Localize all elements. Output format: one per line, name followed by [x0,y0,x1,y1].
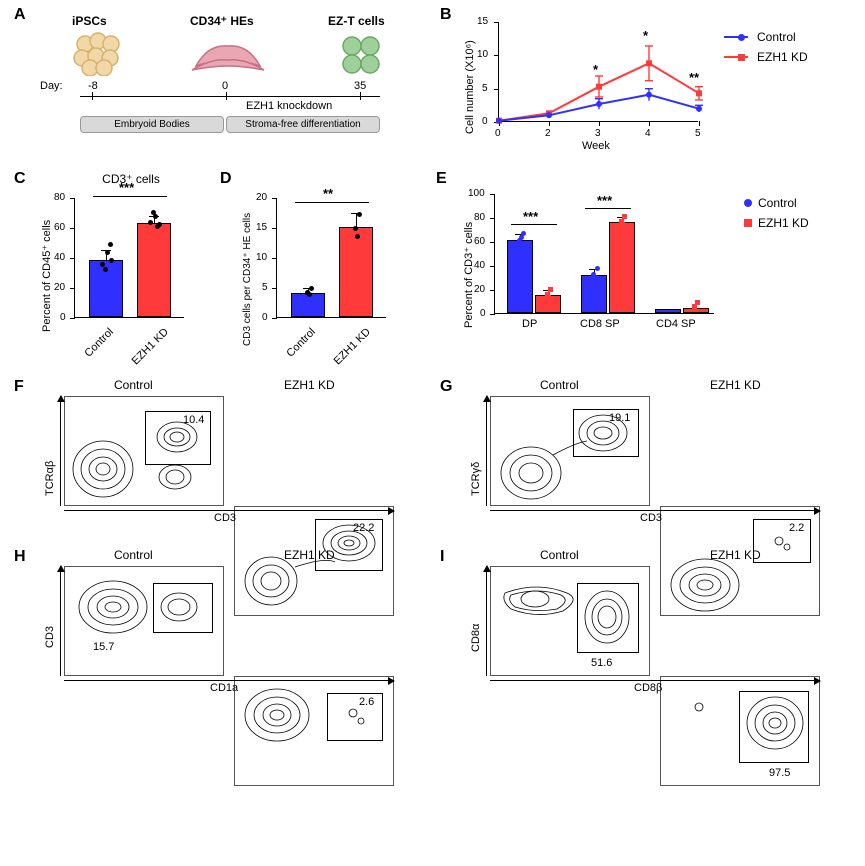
panel-D-label: D [220,170,232,187]
c-x-ezh1: EZH1 KD [130,326,171,367]
panel-A-diagram: iPSCs CD34⁺ HEs EZ-T cells Day: -8 0 35 … [40,10,410,150]
f-t-left: Control [114,378,153,392]
b-sig-3: * [593,62,598,77]
phase-embryoid: Embryoid Bodies [80,116,224,133]
kd-label: EZH1 knockdown [246,100,332,112]
panel-E-legend: Control EZH1 KD [744,196,809,230]
panel-I: CD8α Control EZH1 KD 51.6 97.5 CD8β [470,548,850,698]
b-legend-ezh1: EZH1 KD [757,50,808,64]
b-sig-5: ** [689,70,699,85]
panel-F: TCRαβ Control EZH1 KD 10.4 22.2 CD3 [44,378,424,528]
h-gate-right: 2.6 [359,696,374,708]
panel-G-label: G [440,378,452,395]
e-bar-dp-control [507,240,533,313]
e-legend-ezh1: EZH1 KD [758,216,809,230]
panel-E-chart: Percent of CD3⁺ cells [464,186,734,360]
e-bar-cd8-control [581,275,607,313]
i-xlabel: CD8β [634,682,662,694]
ezt-title: EZ-T cells [328,14,385,28]
h-ylabel: CD3 [44,626,56,648]
b-sig-4: * [643,28,648,43]
i-gate-right: 97.5 [769,767,790,779]
c-x-control: Control [82,326,116,360]
he-title: CD34⁺ HEs [190,14,254,28]
b-xlabel: Week [582,140,610,152]
c-ylabel: Percent of CD45⁺ cells [40,220,53,332]
f-t-right: EZH1 KD [284,378,335,392]
h-xlabel: CD1a [210,682,238,694]
f-xlabel: CD3 [214,512,236,524]
day-0: 0 [222,80,228,92]
d-bar-ezh1 [339,227,373,317]
g-t-left: Control [540,378,579,392]
panel-B-chart: Cell number (X10⁶) [470,16,710,146]
phase-stroma: Stroma-free differentiation [226,116,380,133]
panel-E-label: E [436,170,447,187]
i-t-left: Control [540,548,579,562]
e-legend-control: Control [758,196,797,210]
ezt-icon [338,34,384,76]
panel-C-label: C [14,170,26,187]
e-x-dp: DP [522,318,537,330]
h-gate-left: 15.7 [93,641,114,653]
f-ylabel: TCRαβ [44,461,56,496]
g-xlabel: CD3 [640,512,662,524]
e-bar-cd8-ezh1 [609,222,635,313]
g-t-right: EZH1 KD [710,378,761,392]
e-bar-cd4-control [655,309,681,313]
panel-G: TCRγδ Control EZH1 KD 19.1 2.2 CD3 [470,378,850,528]
h-t-right: EZH1 KD [284,548,335,562]
d-x-ezh1: EZH1 KD [332,326,373,367]
c-sig: *** [119,180,134,195]
i-ylabel: CD8α [470,624,482,652]
panel-I-label: I [440,548,444,565]
d-x-control: Control [284,326,318,360]
panel-F-label: F [14,378,24,395]
h-t-left: Control [114,548,153,562]
f-gate-left: 10.4 [183,414,204,426]
e-x-cd8: CD8 SP [580,318,620,330]
c-bar-ezh1 [137,223,171,318]
panel-B-label: B [440,6,452,23]
d-sig: ** [323,186,333,201]
day-35: 35 [354,80,366,92]
e-x-cd4: CD4 SP [656,318,696,330]
b-legend-control: Control [757,30,796,44]
g-gate-left: 19.1 [609,412,630,424]
i-t-right: EZH1 KD [710,548,761,562]
ipsc-title: iPSCs [72,14,107,28]
i-gate-left: 51.6 [591,657,612,669]
day--8: -8 [88,80,98,92]
day-label: Day: [40,80,63,92]
panel-D-chart: CD3 cells per CD34⁺ HE cells ** 0 5 10 1… [244,190,414,360]
panel-A-label: A [14,6,26,23]
panel-H: CD3 Control EZH1 KD 15.7 2.6 CD1a [44,548,424,698]
g-ylabel: TCRγδ [470,462,482,496]
e-sig-dp: *** [523,209,538,224]
panel-H-label: H [14,548,26,565]
panel-C-chart: Percent of CD45⁺ cells *** 0 20 40 60 80… [42,190,212,360]
d-ylabel: CD3 cells per CD34⁺ HE cells [242,213,253,346]
panel-B-legend: Control EZH1 KD [724,30,808,64]
he-icon [188,36,268,74]
g-gate-right: 2.2 [789,522,804,534]
b-ylabel: Cell number (X10⁶) [464,40,476,134]
f-gate-right: 22.2 [353,522,374,534]
e-sig-cd8: *** [597,193,612,208]
ipsc-icon [70,32,126,76]
